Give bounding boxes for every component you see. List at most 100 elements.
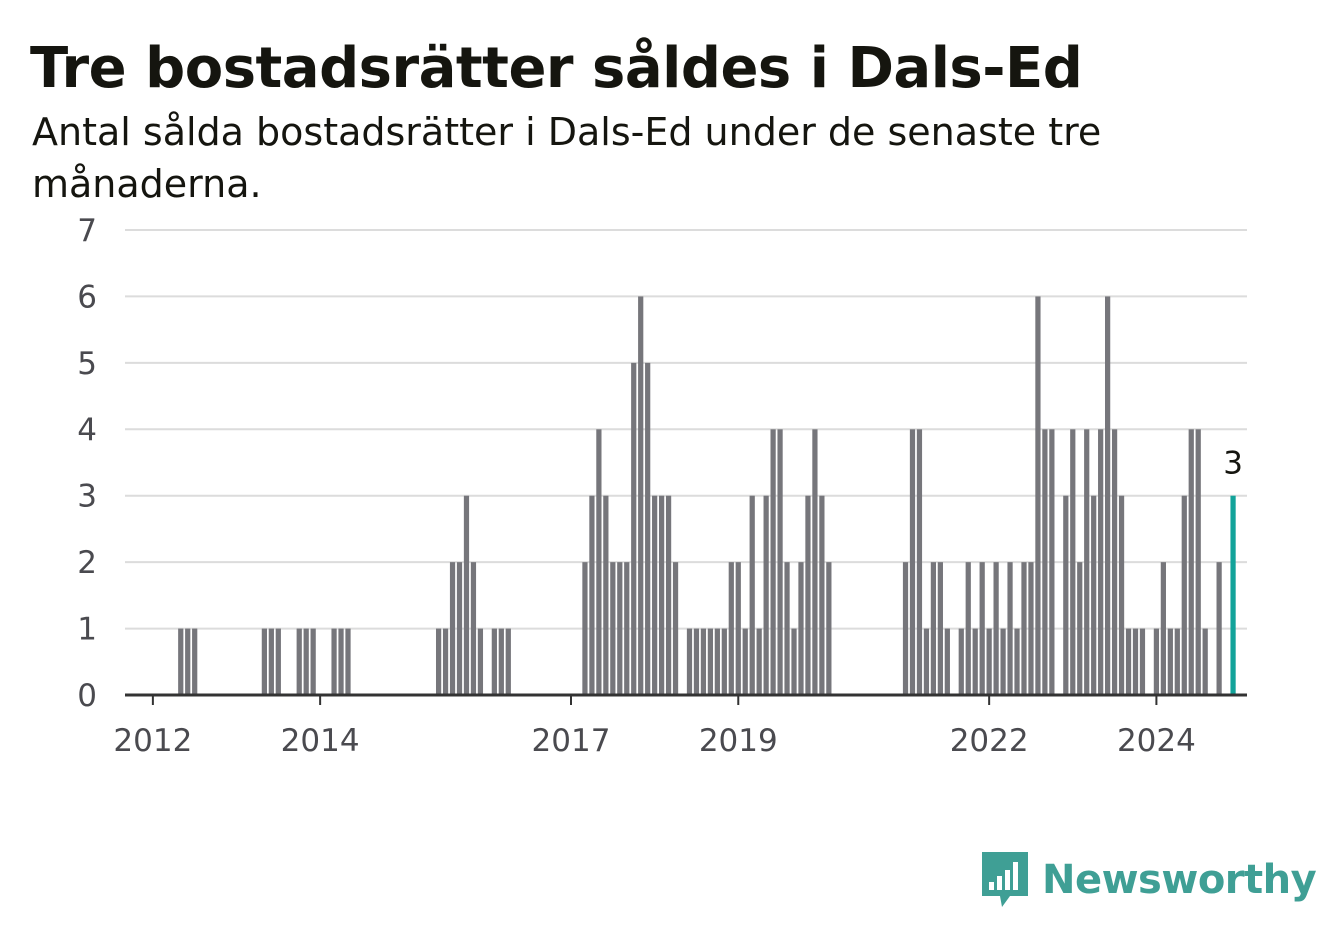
bar: [1202, 628, 1208, 695]
bar: [463, 495, 470, 695]
y-tick-label: 3: [77, 479, 97, 515]
bar: [1091, 495, 1097, 695]
bar: [477, 628, 484, 695]
brand-name: Newsworthy: [1042, 857, 1317, 903]
x-tick-label: 2022: [950, 723, 1029, 759]
bar: [770, 429, 776, 695]
bar: [721, 628, 727, 695]
bar: [923, 628, 930, 695]
bar: [714, 628, 720, 695]
bar: [819, 495, 825, 695]
bar: [624, 562, 630, 695]
bar: [1035, 296, 1041, 695]
bar: [1188, 429, 1194, 695]
bar: [763, 495, 769, 695]
bar: [1216, 562, 1222, 695]
bar: [645, 362, 651, 695]
bar: [303, 628, 309, 695]
bar: [1105, 296, 1111, 695]
y-tick-label: 1: [77, 612, 97, 648]
bar: [700, 628, 707, 695]
bar: [610, 562, 616, 695]
x-tick-label: 2019: [699, 723, 778, 759]
gridlines: [125, 229, 1247, 630]
bar: [1139, 628, 1146, 695]
bar: [902, 562, 909, 695]
bar: [1063, 495, 1069, 695]
bar: [498, 628, 504, 695]
bar: [930, 562, 937, 695]
bar: [449, 562, 456, 695]
bar: [707, 628, 714, 695]
x-tick-label: 2012: [113, 723, 192, 759]
bar: [1174, 628, 1180, 695]
y-tick-label: 4: [77, 412, 97, 448]
bar: [812, 429, 818, 695]
bar: [596, 429, 602, 695]
chart-title: Tre bostadsrätter såldes i Dals-Ed: [30, 36, 1083, 101]
bar: [589, 495, 595, 695]
bar: [1111, 429, 1118, 695]
y-tick-label: 6: [77, 279, 97, 315]
x-tick-label: 2024: [1117, 723, 1196, 759]
bar: [1077, 562, 1083, 695]
bar: [1181, 495, 1187, 695]
bar: [338, 628, 344, 695]
bar: [1132, 628, 1139, 695]
bar: [1118, 495, 1125, 695]
y-axis-labels: 0 1 2 3 4 5 6 7: [77, 213, 97, 714]
bar: [1007, 562, 1013, 695]
highlight-bar: [1230, 495, 1236, 695]
bar: [491, 628, 497, 695]
bar: [937, 562, 943, 695]
bar: [979, 562, 985, 695]
annotations: 3: [1223, 446, 1243, 482]
bar: [1167, 628, 1173, 695]
bar: [749, 495, 755, 695]
bar: [1084, 429, 1090, 695]
x-tick-label: 2014: [281, 723, 360, 759]
bar: [331, 628, 337, 695]
bar: [693, 628, 700, 695]
bar: [784, 562, 790, 695]
bar: [261, 628, 267, 695]
chart-subtitle: Antal sålda bostadsrätter i Dals-Ed unde…: [32, 110, 1102, 206]
brand-logo: Newsworthy: [980, 850, 1317, 910]
bar: [1000, 628, 1006, 695]
bar: [1014, 628, 1020, 695]
bar: [735, 562, 741, 695]
newsworthy-logo-icon: [982, 852, 1028, 907]
bar: [728, 562, 734, 695]
bar: [582, 562, 588, 695]
bar: [658, 495, 665, 695]
bar: [1049, 429, 1055, 695]
bar: [665, 495, 672, 695]
bar: [672, 562, 679, 695]
bar: [791, 628, 797, 695]
y-tick-label: 7: [77, 213, 97, 249]
bar: [958, 628, 964, 695]
y-tick-label: 0: [77, 678, 97, 714]
bar: [631, 362, 637, 695]
bar: [345, 628, 351, 695]
bar: [456, 562, 463, 695]
bar: [916, 429, 923, 695]
bar-chart: 0 1 2 3 4 5 6 7 2012 2014 2017 2019 2022 2024 3: [77, 213, 1247, 759]
bar: [192, 628, 198, 695]
bar: [442, 628, 449, 695]
bar: [805, 495, 811, 695]
y-tick-label: 5: [77, 346, 97, 382]
bar: [798, 562, 804, 695]
bar: [686, 628, 693, 695]
highlight-value-label: 3: [1223, 446, 1243, 482]
bar: [1160, 562, 1166, 695]
bar: [652, 495, 658, 695]
bar: [756, 628, 762, 695]
bar: [275, 628, 281, 695]
bar: [617, 562, 623, 695]
bar: [993, 562, 999, 695]
bar: [505, 628, 511, 695]
bar: [1021, 562, 1027, 695]
bar: [1098, 429, 1104, 695]
bar: [268, 628, 274, 695]
